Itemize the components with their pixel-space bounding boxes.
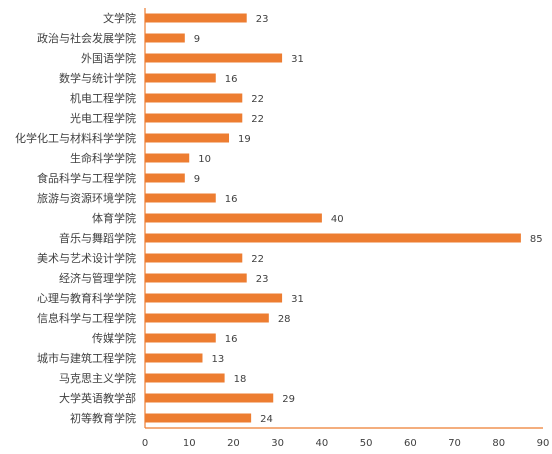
bar <box>145 193 216 203</box>
category-label: 数学与统计学院 <box>59 71 136 85</box>
x-tick-label: 60 <box>404 438 417 449</box>
category-label: 大学英语教学部 <box>59 391 136 405</box>
value-label: 31 <box>291 54 304 65</box>
bar <box>145 153 190 163</box>
value-label: 22 <box>251 114 264 125</box>
bar <box>145 373 225 383</box>
bar <box>145 33 185 43</box>
x-tick-label: 10 <box>183 438 196 449</box>
category-label: 生命科学学院 <box>70 151 136 165</box>
x-tick-label: 40 <box>316 438 329 449</box>
x-tick-label: 20 <box>227 438 240 449</box>
value-label: 85 <box>530 234 543 245</box>
value-label: 13 <box>211 354 224 365</box>
bar <box>145 213 322 223</box>
category-label: 光电工程学院 <box>70 111 136 125</box>
x-tick-label: 30 <box>271 438 284 449</box>
category-label: 机电工程学院 <box>70 91 136 105</box>
bar <box>145 413 252 423</box>
category-label: 政治与社会发展学院 <box>37 31 136 45</box>
bar <box>145 353 203 363</box>
category-label: 心理与教育科学学院 <box>37 291 136 305</box>
category-label: 食品科学与工程学院 <box>37 171 136 185</box>
category-label: 外国语学院 <box>81 51 136 65</box>
value-label: 10 <box>198 154 211 165</box>
value-label: 19 <box>238 134 251 145</box>
value-label: 9 <box>194 174 200 185</box>
x-tick-label: 50 <box>360 438 373 449</box>
category-label: 美术与艺术设计学院 <box>37 251 136 265</box>
value-label: 16 <box>225 74 238 85</box>
category-label: 马克思主义学院 <box>59 371 136 385</box>
category-label: 初等教育学院 <box>70 411 136 425</box>
category-label: 信息科学与工程学院 <box>37 311 136 325</box>
value-label: 29 <box>282 394 295 405</box>
category-labels: 文学院政治与社会发展学院外国语学院数学与统计学院机电工程学院光电工程学院化学化工… <box>15 11 136 425</box>
category-label: 化学化工与材料科学学院 <box>15 131 136 145</box>
x-tick-label: 80 <box>492 438 505 449</box>
bar <box>145 113 243 123</box>
value-label: 28 <box>278 314 291 325</box>
value-label: 23 <box>256 14 269 25</box>
category-label: 旅游与资源环境学院 <box>37 191 136 205</box>
bar <box>145 133 230 143</box>
bar <box>145 53 283 63</box>
value-label: 18 <box>234 374 247 385</box>
category-label: 文学院 <box>103 11 136 25</box>
x-axis-ticks: 0 10 20 30 40 50 60 70 80 90 <box>142 438 550 449</box>
value-label: 40 <box>331 214 344 225</box>
bar <box>145 173 185 183</box>
x-tick-label: 90 <box>537 438 550 449</box>
value-label: 23 <box>256 274 269 285</box>
category-label: 传媒学院 <box>92 331 136 345</box>
bar <box>145 93 243 103</box>
category-label: 体育学院 <box>92 211 136 225</box>
bar <box>145 13 247 23</box>
value-label: 22 <box>251 254 264 265</box>
bars-group <box>145 13 521 423</box>
bar <box>145 253 243 263</box>
bar <box>145 313 269 323</box>
x-tick-label: 0 <box>142 438 148 449</box>
category-label: 音乐与舞蹈学院 <box>59 231 136 245</box>
value-label: 16 <box>225 334 238 345</box>
category-label: 经济与管理学院 <box>59 271 136 285</box>
bar <box>145 293 283 303</box>
value-label: 9 <box>194 34 200 45</box>
bar <box>145 233 521 243</box>
value-label: 24 <box>260 414 273 425</box>
category-label: 城市与建筑工程学院 <box>37 351 136 365</box>
bar <box>145 273 247 283</box>
bar <box>145 393 274 403</box>
value-label: 16 <box>225 194 238 205</box>
x-tick-label: 70 <box>448 438 461 449</box>
value-label: 22 <box>251 94 264 105</box>
bar <box>145 333 216 343</box>
value-label: 31 <box>291 294 304 305</box>
bar <box>145 73 216 83</box>
